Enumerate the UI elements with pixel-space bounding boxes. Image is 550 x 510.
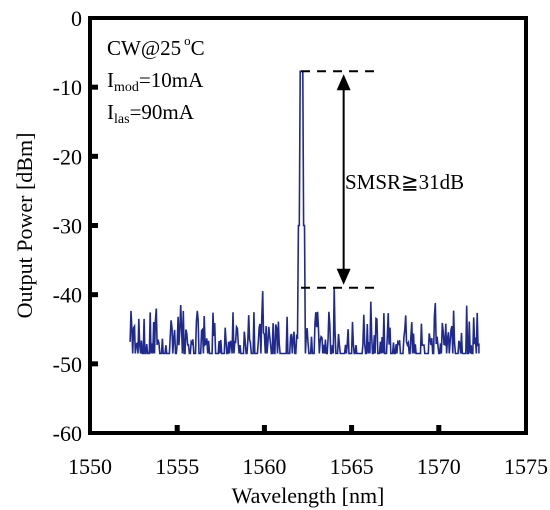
mod-current-subscript: mod (114, 80, 139, 95)
y-tick-label: 0 (71, 6, 82, 31)
condition-text: CW@25 (107, 36, 181, 60)
x-tick-label: 1575 (504, 454, 548, 479)
las-current-subscript: las (114, 112, 130, 127)
x-tick-label: 1565 (330, 454, 374, 479)
x-tick-label: 1570 (417, 454, 461, 479)
y-tick-label: -20 (53, 144, 82, 169)
y-tick-label: -30 (53, 214, 82, 239)
smsr-arrow-head-top (336, 74, 351, 91)
y-tick-label: -10 (53, 75, 82, 100)
y-tick-label: -60 (53, 421, 82, 446)
smsr-label: SMSR≧31dB (345, 170, 464, 194)
annotation-layer: CW@25 oC Imod=10mA Ilas=90mA SMSR≧31dB (107, 33, 464, 289)
condition-line-1: CW@25 oC (107, 33, 205, 60)
spectrum-layer (129, 70, 480, 355)
smsr-arrow-head-bottom (336, 268, 351, 285)
y-tick-label: -50 (53, 352, 82, 377)
spectrum-line (129, 70, 480, 355)
x-tick-label: 1555 (155, 454, 199, 479)
axes-layer: 0 -10 -20 -30 -40 -50 -60 1550 1555 1560 1565 1570 1… (12, 6, 548, 508)
mod-current-symbol: I (107, 68, 114, 92)
x-axis-label: Wavelength [nm] (232, 483, 385, 508)
x-tick-label: 1560 (242, 454, 286, 479)
degree-symbol: o (184, 33, 191, 48)
las-current-symbol: I (107, 100, 114, 124)
y-tick-label: -40 (53, 283, 82, 308)
x-tick-label: 1550 (68, 454, 112, 479)
condition-line-3: Ilas=90mA (107, 100, 195, 127)
condition-line-2: Imod=10mA (107, 68, 204, 95)
condition-unit: C (191, 36, 205, 60)
las-current-value: =90mA (130, 100, 195, 124)
mod-current-value: =10mA (139, 68, 204, 92)
y-axis-label: Output Power [dBm] (12, 133, 37, 319)
